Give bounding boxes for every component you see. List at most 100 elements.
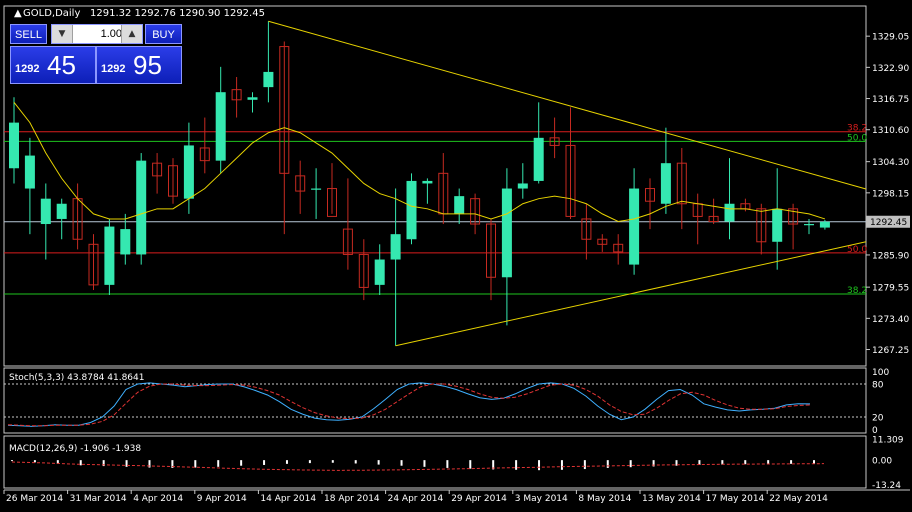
price-chart[interactable]: 38.250.050.038.2 bbox=[4, 20, 867, 347]
candle-15 bbox=[247, 92, 258, 113]
candle-body bbox=[581, 218, 592, 240]
candle-40 bbox=[645, 178, 655, 230]
x-tick-label: 22 May 2014 bbox=[769, 494, 828, 504]
panel-frame-2 bbox=[3, 367, 867, 434]
sell-button[interactable]: SELL bbox=[10, 24, 47, 44]
candle-body bbox=[390, 234, 401, 260]
candle-35 bbox=[565, 107, 576, 219]
candle-32 bbox=[517, 163, 528, 199]
chart-title-icon: ▲ bbox=[14, 8, 22, 19]
candle-26 bbox=[422, 178, 433, 204]
x-tick-label: 29 Apr 2014 bbox=[451, 494, 507, 504]
candle-42 bbox=[676, 147, 687, 230]
candle-body bbox=[183, 145, 194, 199]
x-tick-label: 9 Apr 2014 bbox=[197, 494, 247, 504]
candle-0 bbox=[9, 97, 19, 184]
lower-trendline bbox=[395, 241, 867, 347]
candle-body bbox=[374, 259, 385, 285]
y-tick-label: 1310.60 bbox=[872, 126, 909, 136]
candle-body bbox=[549, 137, 560, 146]
candle-body bbox=[517, 183, 528, 189]
current-price-tag-text: 1292.45 bbox=[870, 218, 907, 228]
candle-39 bbox=[629, 168, 640, 275]
x-tick-label: 8 May 2014 bbox=[578, 494, 631, 504]
candle-body bbox=[533, 137, 544, 181]
lot-size-input[interactable] bbox=[74, 26, 124, 42]
candle-body bbox=[756, 208, 767, 243]
candle-8 bbox=[136, 153, 147, 265]
candle-14 bbox=[231, 76, 242, 118]
candle-body bbox=[724, 203, 735, 222]
bid-price-button[interactable]: 1292 45 bbox=[10, 46, 96, 84]
stoch-y-label: 0 bbox=[872, 426, 878, 436]
candle-body bbox=[247, 97, 258, 100]
one-click-trading-panel[interactable]: SELL ▼ ▲ BUY 1292 45 1292 95 bbox=[8, 24, 184, 84]
candle-body bbox=[645, 188, 655, 202]
candle-body bbox=[804, 224, 814, 226]
triangle-up-icon[interactable]: ▲ bbox=[121, 25, 142, 43]
fib-50-0-green-label: 50.0 bbox=[847, 133, 867, 143]
candle-30 bbox=[486, 218, 496, 301]
y-tick-label: 1267.25 bbox=[872, 346, 909, 356]
candle-body bbox=[263, 71, 274, 88]
candle-20 bbox=[327, 163, 337, 217]
candle-33 bbox=[533, 102, 544, 184]
ohlc-readout: 1291.32 1292.76 1290.90 1292.45 bbox=[90, 8, 265, 19]
candle-4 bbox=[72, 183, 83, 250]
candle-body bbox=[136, 160, 147, 255]
candle-body bbox=[104, 226, 115, 285]
candle-16 bbox=[263, 21, 274, 103]
candle-body bbox=[772, 208, 783, 242]
candle-48 bbox=[772, 168, 783, 270]
lot-size-stepper[interactable]: ▼ ▲ bbox=[51, 24, 143, 44]
candle-2 bbox=[40, 183, 51, 260]
x-tick-label: 31 Mar 2014 bbox=[70, 494, 127, 504]
x-tick-label: 26 Mar 2014 bbox=[6, 494, 63, 504]
stoch-main-line bbox=[7, 382, 811, 427]
candle-body bbox=[231, 89, 242, 101]
candle-10 bbox=[168, 158, 178, 204]
macd-panel[interactable] bbox=[11, 460, 825, 471]
y-tick-label: 1279.55 bbox=[872, 284, 909, 294]
stoch-y-label: 20 bbox=[872, 414, 884, 424]
candle-body bbox=[199, 147, 210, 162]
candle-3 bbox=[56, 198, 67, 240]
x-tick-label: 14 Apr 2014 bbox=[260, 494, 316, 504]
candle-28 bbox=[454, 188, 465, 225]
candle-body bbox=[279, 46, 290, 174]
candle-21 bbox=[342, 178, 353, 270]
candle-38 bbox=[613, 234, 624, 265]
candle-body bbox=[819, 221, 830, 228]
candle-body bbox=[629, 188, 640, 265]
candle-17 bbox=[279, 41, 290, 235]
y-tick-label: 1298.15 bbox=[872, 189, 909, 199]
candle-body bbox=[358, 253, 369, 288]
candle-6 bbox=[104, 218, 115, 296]
candle-31 bbox=[501, 168, 512, 326]
candle-body bbox=[311, 188, 322, 190]
candle-23 bbox=[374, 244, 385, 296]
candle-body bbox=[565, 144, 576, 217]
x-tick-label: 24 Apr 2014 bbox=[388, 494, 444, 504]
candle-body bbox=[342, 228, 353, 255]
candle-body bbox=[215, 92, 226, 161]
candle-25 bbox=[406, 173, 417, 245]
candle-body bbox=[120, 229, 131, 255]
x-tick-label: 4 Apr 2014 bbox=[133, 494, 183, 504]
triangle-down-icon[interactable]: ▼ bbox=[52, 25, 73, 43]
candle-body bbox=[486, 223, 496, 278]
candle-body bbox=[327, 188, 337, 217]
candle-body bbox=[9, 122, 19, 169]
buy-button[interactable]: BUY bbox=[145, 24, 182, 44]
candle-body bbox=[708, 215, 719, 222]
candle-41 bbox=[660, 127, 671, 214]
candle-11 bbox=[183, 122, 194, 214]
candle-34 bbox=[549, 117, 560, 159]
axes: 1329.05 1322.90 1316.75 1310.60 1304.30 1298.… bbox=[3, 33, 910, 504]
ask-price-button[interactable]: 1292 95 bbox=[96, 46, 182, 84]
candle-body bbox=[295, 175, 306, 192]
stochastic-panel[interactable] bbox=[4, 382, 866, 427]
candle-51 bbox=[819, 219, 830, 230]
